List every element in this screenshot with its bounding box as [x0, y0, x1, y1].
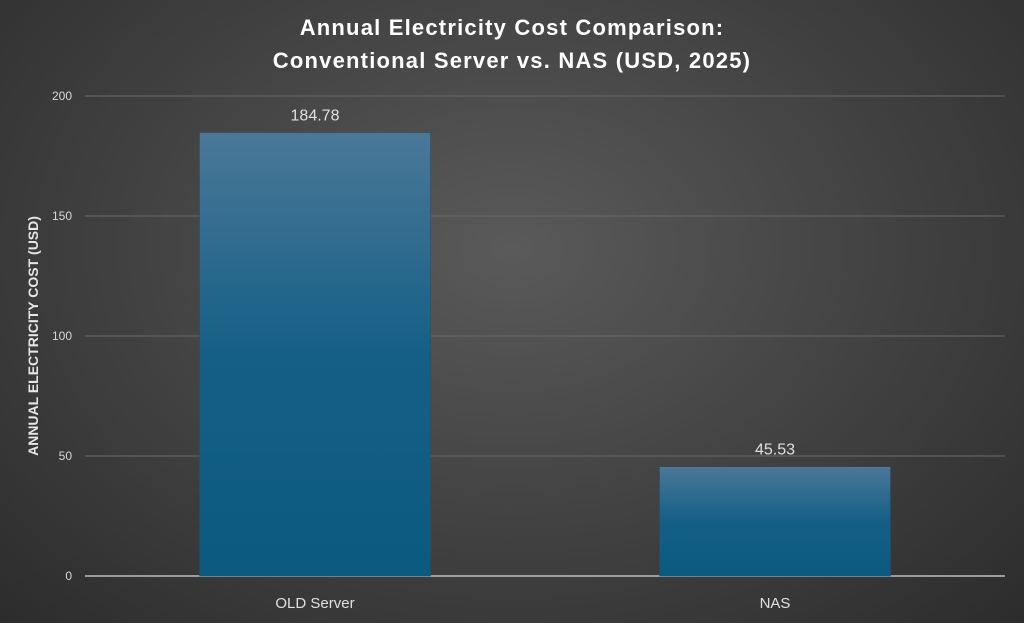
- y-tick-label: 50: [59, 449, 73, 463]
- y-tick-label: 0: [65, 569, 72, 583]
- chart-title-line-1: Annual Electricity Cost Comparison:: [300, 15, 725, 40]
- y-tick-label: 150: [52, 209, 72, 223]
- y-axis-label: ANNUAL ELECTRICITY COST (USD): [25, 216, 41, 456]
- data-label: 184.78: [291, 108, 340, 125]
- bar: [199, 132, 431, 577]
- y-tick-label: 200: [52, 89, 72, 103]
- chart-title-line-2: Conventional Server vs. NAS (USD, 2025): [273, 48, 751, 73]
- data-label: 45.53: [755, 442, 795, 459]
- y-tick-label: 100: [52, 329, 72, 343]
- x-tick-label: OLD Server: [275, 595, 354, 612]
- x-tick-label: NAS: [760, 595, 791, 612]
- bar: [659, 466, 891, 577]
